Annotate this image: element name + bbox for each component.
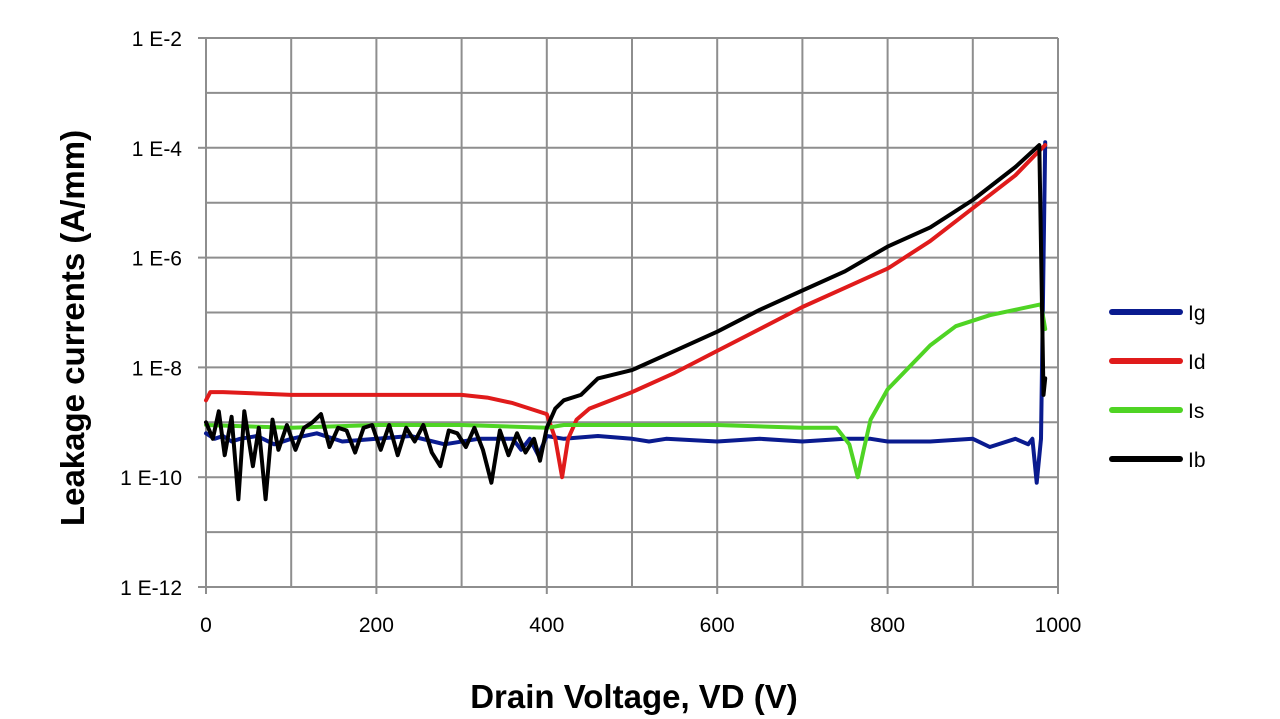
x-tick-label: 0 — [200, 614, 212, 637]
y-tick-label: 1 E-6 — [132, 248, 182, 271]
grid-layer — [205, 37, 1059, 588]
legend-label-is: Is — [1188, 400, 1204, 423]
x-tick-label: 400 — [529, 614, 564, 637]
y-tick-label: 1 E-12 — [120, 577, 182, 600]
legend-label-id: Id — [1188, 351, 1206, 374]
series-line-is — [204, 302, 1048, 480]
y-tick-label: 1 E-2 — [132, 28, 182, 51]
x-axis-title: Drain Voltage, VD (V) — [470, 678, 798, 715]
legend: Ig Id Is Ib — [1109, 302, 1206, 472]
series-layer — [204, 140, 1048, 502]
y-tick-label: 1 E-4 — [132, 138, 183, 161]
y-tick-label: 1 E-8 — [132, 357, 182, 380]
x-tick-label: 200 — [359, 614, 394, 637]
axis-layer: 0 200 400 600 800 1000 1 E-2 1 E-4 1 E-6 1 E-8 1 E… — [120, 28, 1081, 637]
legend-label-ig: Ig — [1188, 302, 1206, 325]
x-tick-label: 800 — [870, 614, 905, 637]
series-line-ib — [204, 143, 1048, 502]
x-tick-label: 1000 — [1035, 614, 1082, 637]
legend-label-ib: Ib — [1188, 449, 1206, 472]
y-tick-label: 1 E-10 — [120, 467, 182, 490]
x-tick-label: 600 — [700, 614, 735, 637]
y-axis-title: Leakage currents (A/mm) — [54, 130, 91, 526]
series-line-id — [204, 143, 1048, 480]
